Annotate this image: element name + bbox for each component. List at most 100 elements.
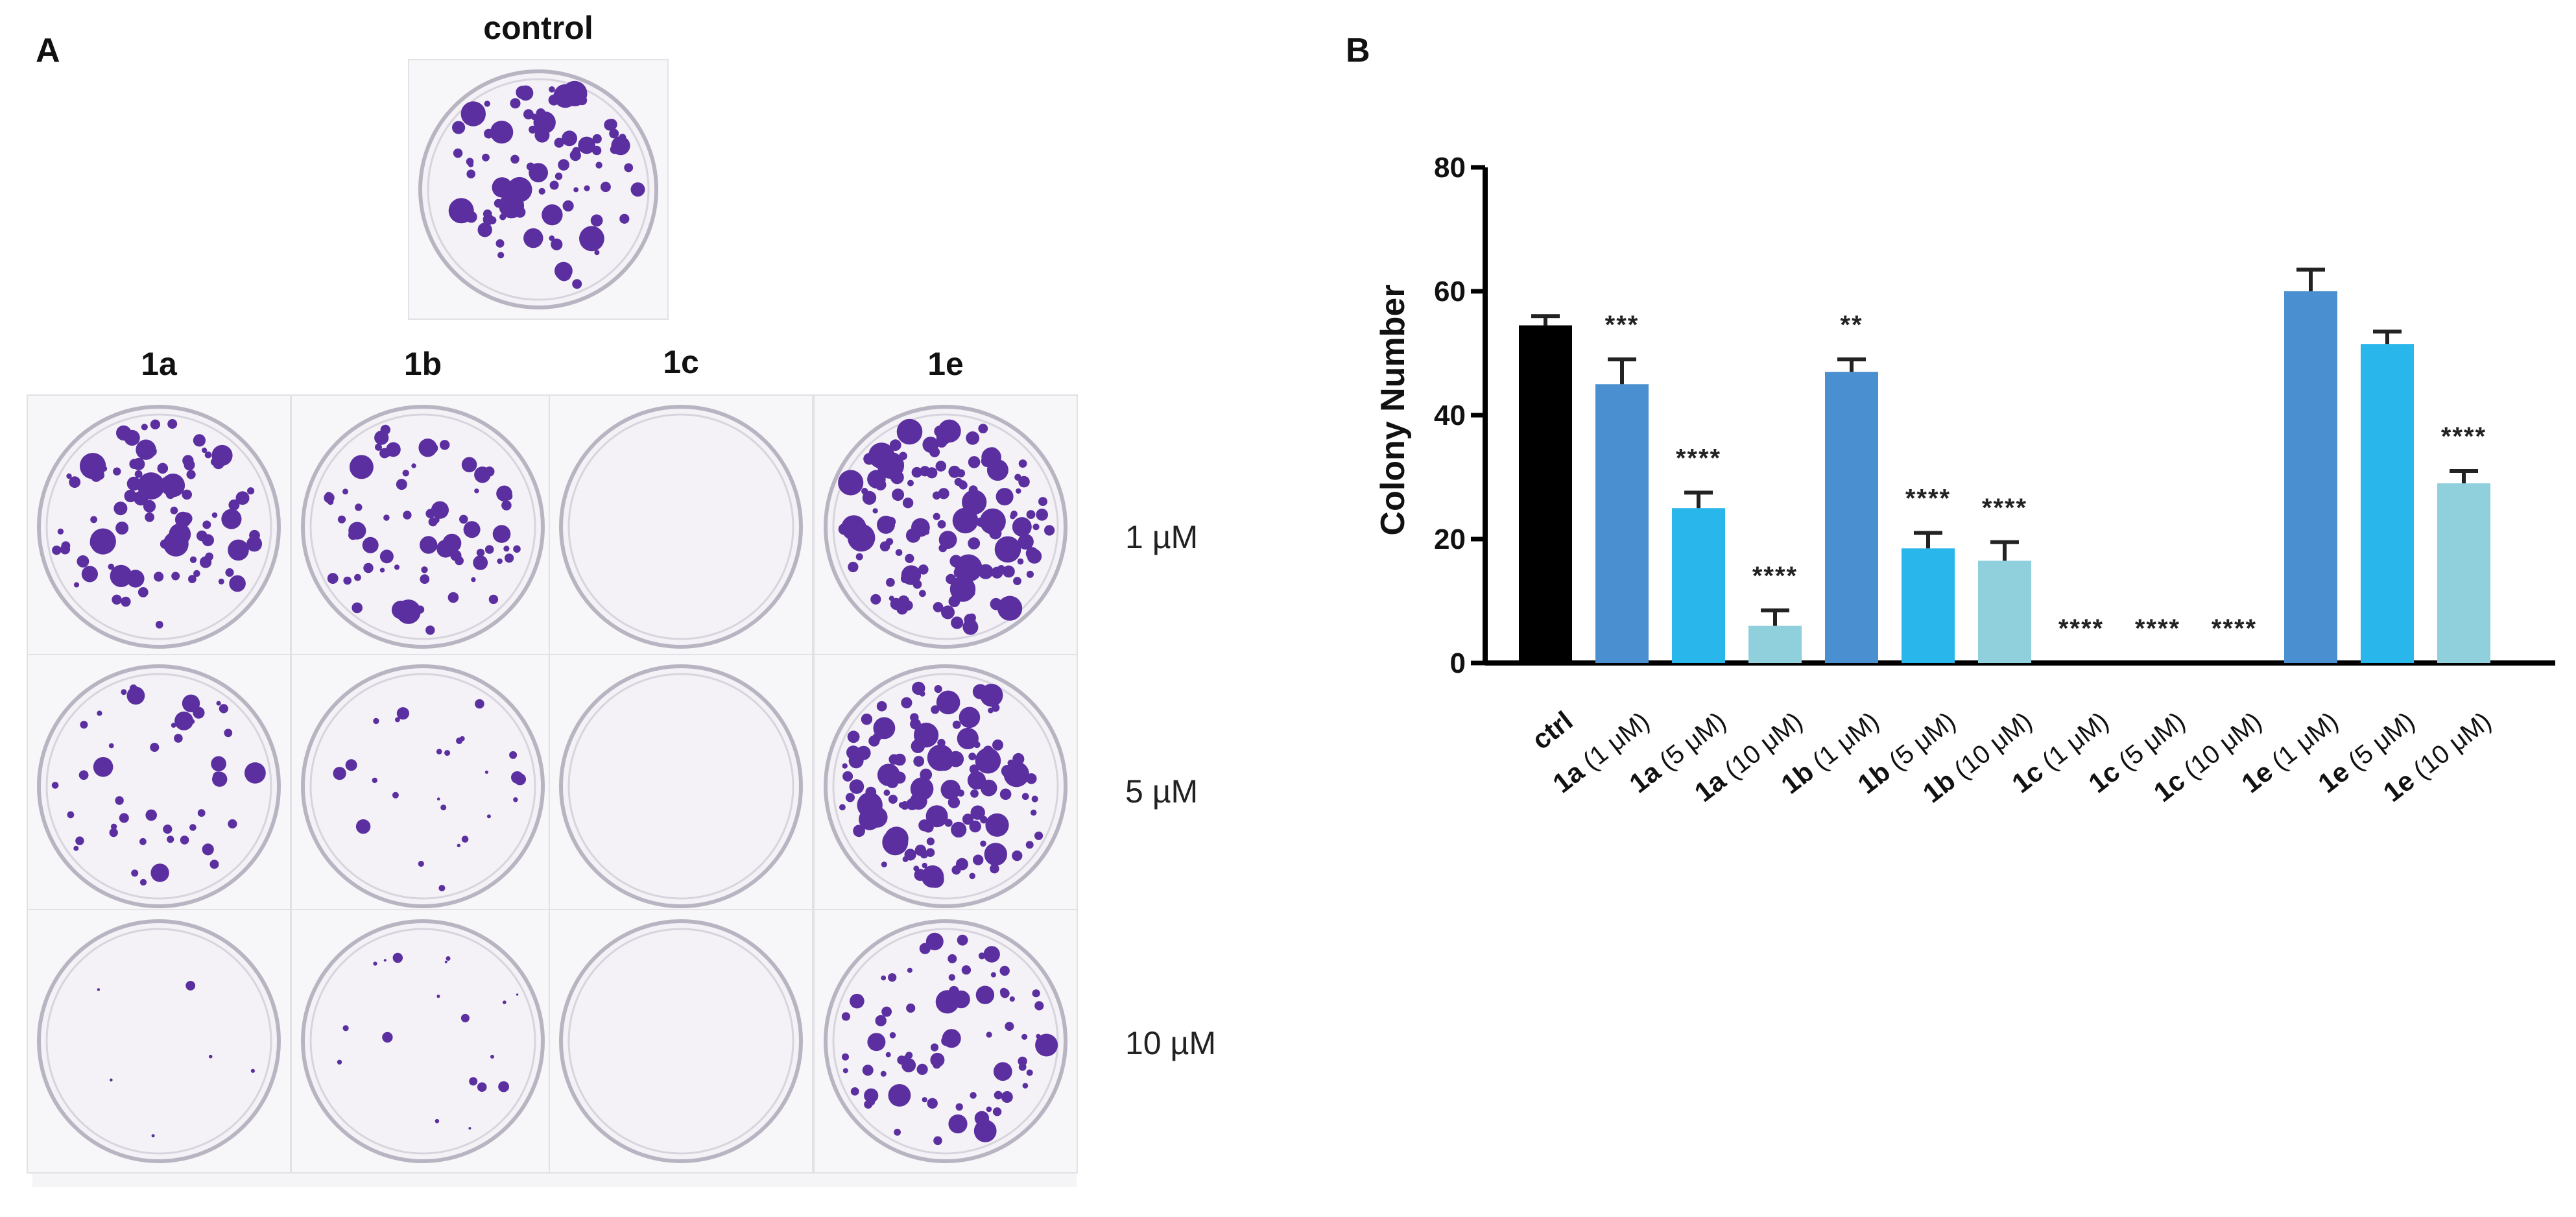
colony xyxy=(944,819,953,827)
colony xyxy=(978,424,988,433)
colony xyxy=(938,488,949,500)
colony xyxy=(861,714,873,725)
plate-rim xyxy=(301,664,545,908)
colony xyxy=(246,536,263,552)
colony xyxy=(590,214,603,227)
colony xyxy=(460,1013,470,1022)
dish-1e-row2 xyxy=(813,654,1078,919)
colony xyxy=(990,863,999,874)
colony xyxy=(505,553,514,563)
colony xyxy=(933,512,940,520)
colony xyxy=(197,809,206,817)
significance-marker: **** xyxy=(1982,494,2027,522)
colony xyxy=(988,448,998,459)
colony xyxy=(1034,1001,1044,1011)
colony xyxy=(395,717,400,723)
x-tick-label: ctrl xyxy=(1526,705,1578,755)
colony xyxy=(80,721,88,729)
colony xyxy=(901,1058,916,1072)
colony xyxy=(961,568,972,579)
colony xyxy=(150,419,160,429)
colony xyxy=(157,463,169,474)
colony xyxy=(126,570,145,588)
colony xyxy=(1016,488,1021,494)
colony xyxy=(221,509,242,529)
colony xyxy=(932,491,941,500)
colony xyxy=(955,1103,963,1111)
colony xyxy=(554,138,564,148)
significance-marker: ** xyxy=(1840,311,1863,339)
colony xyxy=(921,865,944,888)
plate-rim xyxy=(37,664,281,908)
colony xyxy=(994,536,1021,563)
colony xyxy=(907,967,912,973)
colony xyxy=(905,553,914,564)
colony xyxy=(477,1082,487,1092)
colony xyxy=(471,577,476,583)
colony xyxy=(470,114,477,121)
colony xyxy=(486,814,491,819)
colony xyxy=(490,121,514,144)
bar-1b-1-m- xyxy=(1825,372,1878,663)
colony xyxy=(394,564,400,570)
concentration-label-10: 10 µM xyxy=(1125,1025,1216,1061)
colony xyxy=(976,517,986,527)
colony xyxy=(143,500,156,513)
colony xyxy=(499,213,507,221)
colony xyxy=(495,239,505,248)
colony xyxy=(81,566,98,583)
colony xyxy=(110,1078,113,1082)
colony xyxy=(383,959,387,962)
colony xyxy=(510,154,519,164)
plate-rim xyxy=(559,664,803,908)
colony xyxy=(51,782,59,789)
colony xyxy=(474,466,491,483)
colony xyxy=(905,1052,913,1059)
colony xyxy=(420,574,430,584)
bar-1a-5-m- xyxy=(1672,508,1725,663)
colony xyxy=(968,613,976,622)
colony xyxy=(937,520,946,529)
colony xyxy=(922,437,939,453)
colony xyxy=(1003,761,1030,788)
colony xyxy=(108,743,114,749)
colony xyxy=(468,1127,471,1130)
colony xyxy=(529,125,537,134)
colony xyxy=(886,577,895,587)
colony xyxy=(150,743,160,752)
colony xyxy=(497,558,503,564)
colony xyxy=(440,440,450,450)
colony xyxy=(363,562,374,573)
colony xyxy=(1036,1033,1041,1039)
colony xyxy=(1005,1022,1014,1031)
colony xyxy=(881,1006,892,1017)
plate-inner-rim xyxy=(45,928,272,1155)
colony xyxy=(213,771,223,782)
colony xyxy=(134,470,143,478)
colony xyxy=(549,86,555,93)
colony xyxy=(444,960,447,963)
colony xyxy=(484,101,490,107)
plate-rim xyxy=(559,919,803,1163)
plate-rim xyxy=(37,405,281,649)
colony xyxy=(847,730,860,743)
dish-1b-row1 xyxy=(291,394,555,659)
plate-inner-rim xyxy=(832,673,1059,900)
colony xyxy=(436,749,442,754)
colony xyxy=(60,544,71,555)
colony xyxy=(513,797,518,802)
colony xyxy=(931,705,940,714)
colony xyxy=(949,985,959,996)
colony xyxy=(1012,517,1032,537)
plate-rim xyxy=(559,405,803,649)
colony xyxy=(970,1092,977,1099)
colony xyxy=(930,1043,939,1052)
colony xyxy=(872,508,878,514)
colony xyxy=(185,981,196,991)
colony xyxy=(980,840,986,847)
plate-inner-rim xyxy=(567,673,794,900)
colony xyxy=(911,784,918,791)
colony xyxy=(600,182,611,193)
colony xyxy=(355,503,363,511)
